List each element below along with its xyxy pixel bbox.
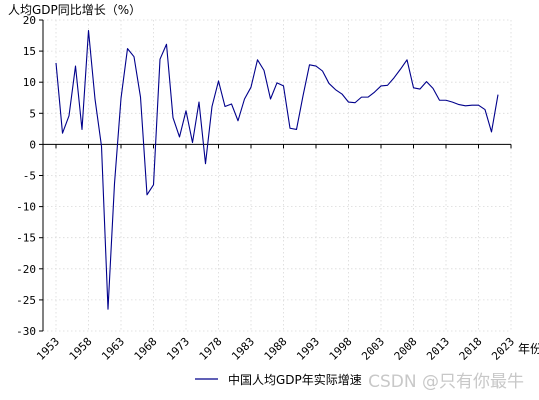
legend: 中国人均GDP年实际增速 [195, 372, 362, 387]
x-tick-label: 2018 [457, 335, 485, 363]
watermark-text: CSDN @只有你最牛 [368, 372, 524, 392]
y-tick-label: -25 [16, 294, 36, 307]
x-tick-label: 2003 [359, 335, 387, 363]
series-layer [55, 30, 499, 310]
y-tick-label: -20 [16, 263, 36, 276]
y-tick-label: 20 [23, 14, 36, 27]
y-tick-label: 5 [29, 107, 36, 120]
x-tick-label: 1993 [294, 335, 322, 363]
x-tick-label: 1998 [327, 335, 355, 363]
axes: -30 -25 -20 -15 -10 -5 0 5 10 15 20 1953 1958 1963 196… [16, 14, 517, 363]
x-tick-label: 1958 [67, 335, 95, 363]
x-tick-label: 1968 [132, 335, 160, 363]
x-tick-label: 1953 [34, 335, 62, 363]
x-tick-label: 1983 [229, 335, 257, 363]
x-tick-label: 1973 [164, 335, 192, 363]
x-tick-label: 1963 [99, 335, 127, 363]
y-tick-label: -5 [23, 170, 36, 183]
legend-label: 中国人均GDP年实际增速 [228, 372, 362, 387]
x-tick-label: 1978 [197, 335, 225, 363]
y-tick-label: -30 [16, 325, 36, 338]
grid-lines [43, 19, 512, 332]
y-tick-label: 15 [23, 45, 36, 58]
series-line [55, 30, 499, 310]
x-axis-title: 年份 [518, 342, 539, 356]
y-tick-label: 0 [29, 138, 36, 151]
x-tick-label: 1988 [262, 335, 290, 363]
x-tick-label: 2013 [424, 335, 452, 363]
x-tick-label: 2023 [489, 335, 517, 363]
y-axis-title: 人均GDP同比增长（%） [8, 3, 141, 17]
y-tick-label: 10 [23, 76, 36, 89]
y-tick-label: -10 [16, 201, 36, 214]
y-tick-label: -15 [16, 232, 36, 245]
x-tick-label: 2008 [392, 335, 420, 363]
